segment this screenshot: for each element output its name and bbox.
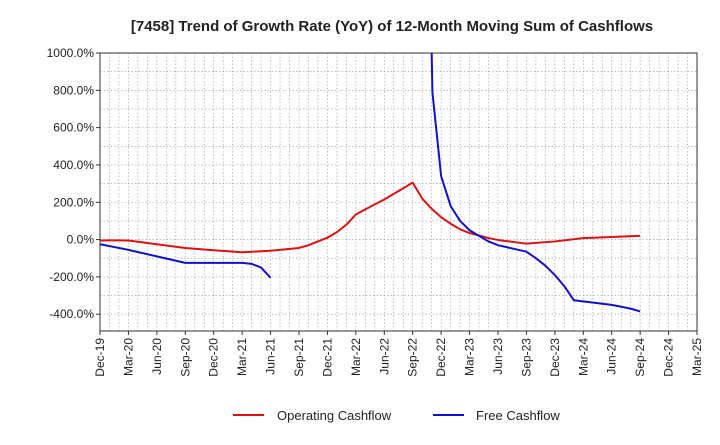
x-tick-label: Dec-24 — [662, 338, 676, 377]
legend-label: Operating Cashflow — [277, 408, 392, 423]
y-tick-label: 800.0% — [53, 83, 94, 97]
x-tick-label: Dec-21 — [320, 338, 334, 377]
x-tick-label: Dec-22 — [434, 338, 448, 377]
x-tick-label: Mar-25 — [690, 338, 704, 376]
x-tick-label: Sep-23 — [519, 338, 533, 377]
x-tick-label: Sep-21 — [292, 338, 306, 377]
x-tick-label: Dec-19 — [93, 338, 107, 377]
y-tick-label: 600.0% — [53, 121, 94, 135]
x-tick-label: Mar-21 — [235, 338, 249, 376]
x-tick-label: Jun-23 — [491, 338, 505, 375]
free-cashflow-line — [430, 53, 641, 313]
plot-frame — [99, 52, 698, 332]
x-tick-label: Dec-20 — [207, 338, 221, 377]
y-tick-label: 0.0% — [67, 233, 95, 247]
y-tick-label: -400.0% — [49, 307, 94, 321]
series-layer — [100, 53, 641, 313]
axes: 1000.0% 800.0% 600.0% 400.0% 200.0% 0.0% -200.… — [47, 46, 704, 377]
y-tick-label: 1000.0% — [47, 46, 95, 60]
y-tick-label: 200.0% — [53, 195, 94, 209]
x-tick-label: Sep-22 — [406, 338, 420, 377]
x-tick-label: Jun-20 — [150, 338, 164, 375]
x-tick-label: Mar-23 — [463, 338, 477, 376]
x-tick-label: Jun-22 — [377, 338, 391, 375]
free-cashflow-line — [100, 243, 272, 279]
x-tick-label: Jun-24 — [605, 338, 619, 375]
grid — [99, 52, 698, 331]
y-tick-label: -200.0% — [49, 270, 94, 284]
x-tick-label: Mar-22 — [349, 338, 363, 376]
y-tick-label: 400.0% — [53, 158, 94, 172]
x-tick-label: Sep-24 — [633, 338, 647, 377]
x-tick-label: Mar-24 — [576, 338, 590, 376]
legend-label: Free Cashflow — [476, 408, 560, 423]
legend: Operating Cashflow Free Cashflow — [233, 408, 560, 423]
x-tick-label: Dec-23 — [548, 338, 562, 377]
operating-cashflow-line — [100, 181, 641, 254]
x-tick-label: Jun-21 — [264, 338, 278, 375]
x-tick-label: Sep-20 — [178, 338, 192, 377]
x-tick-label: Mar-20 — [121, 338, 135, 376]
chart-title: [7458] Trend of Growth Rate (YoY) of 12-… — [131, 18, 653, 35]
